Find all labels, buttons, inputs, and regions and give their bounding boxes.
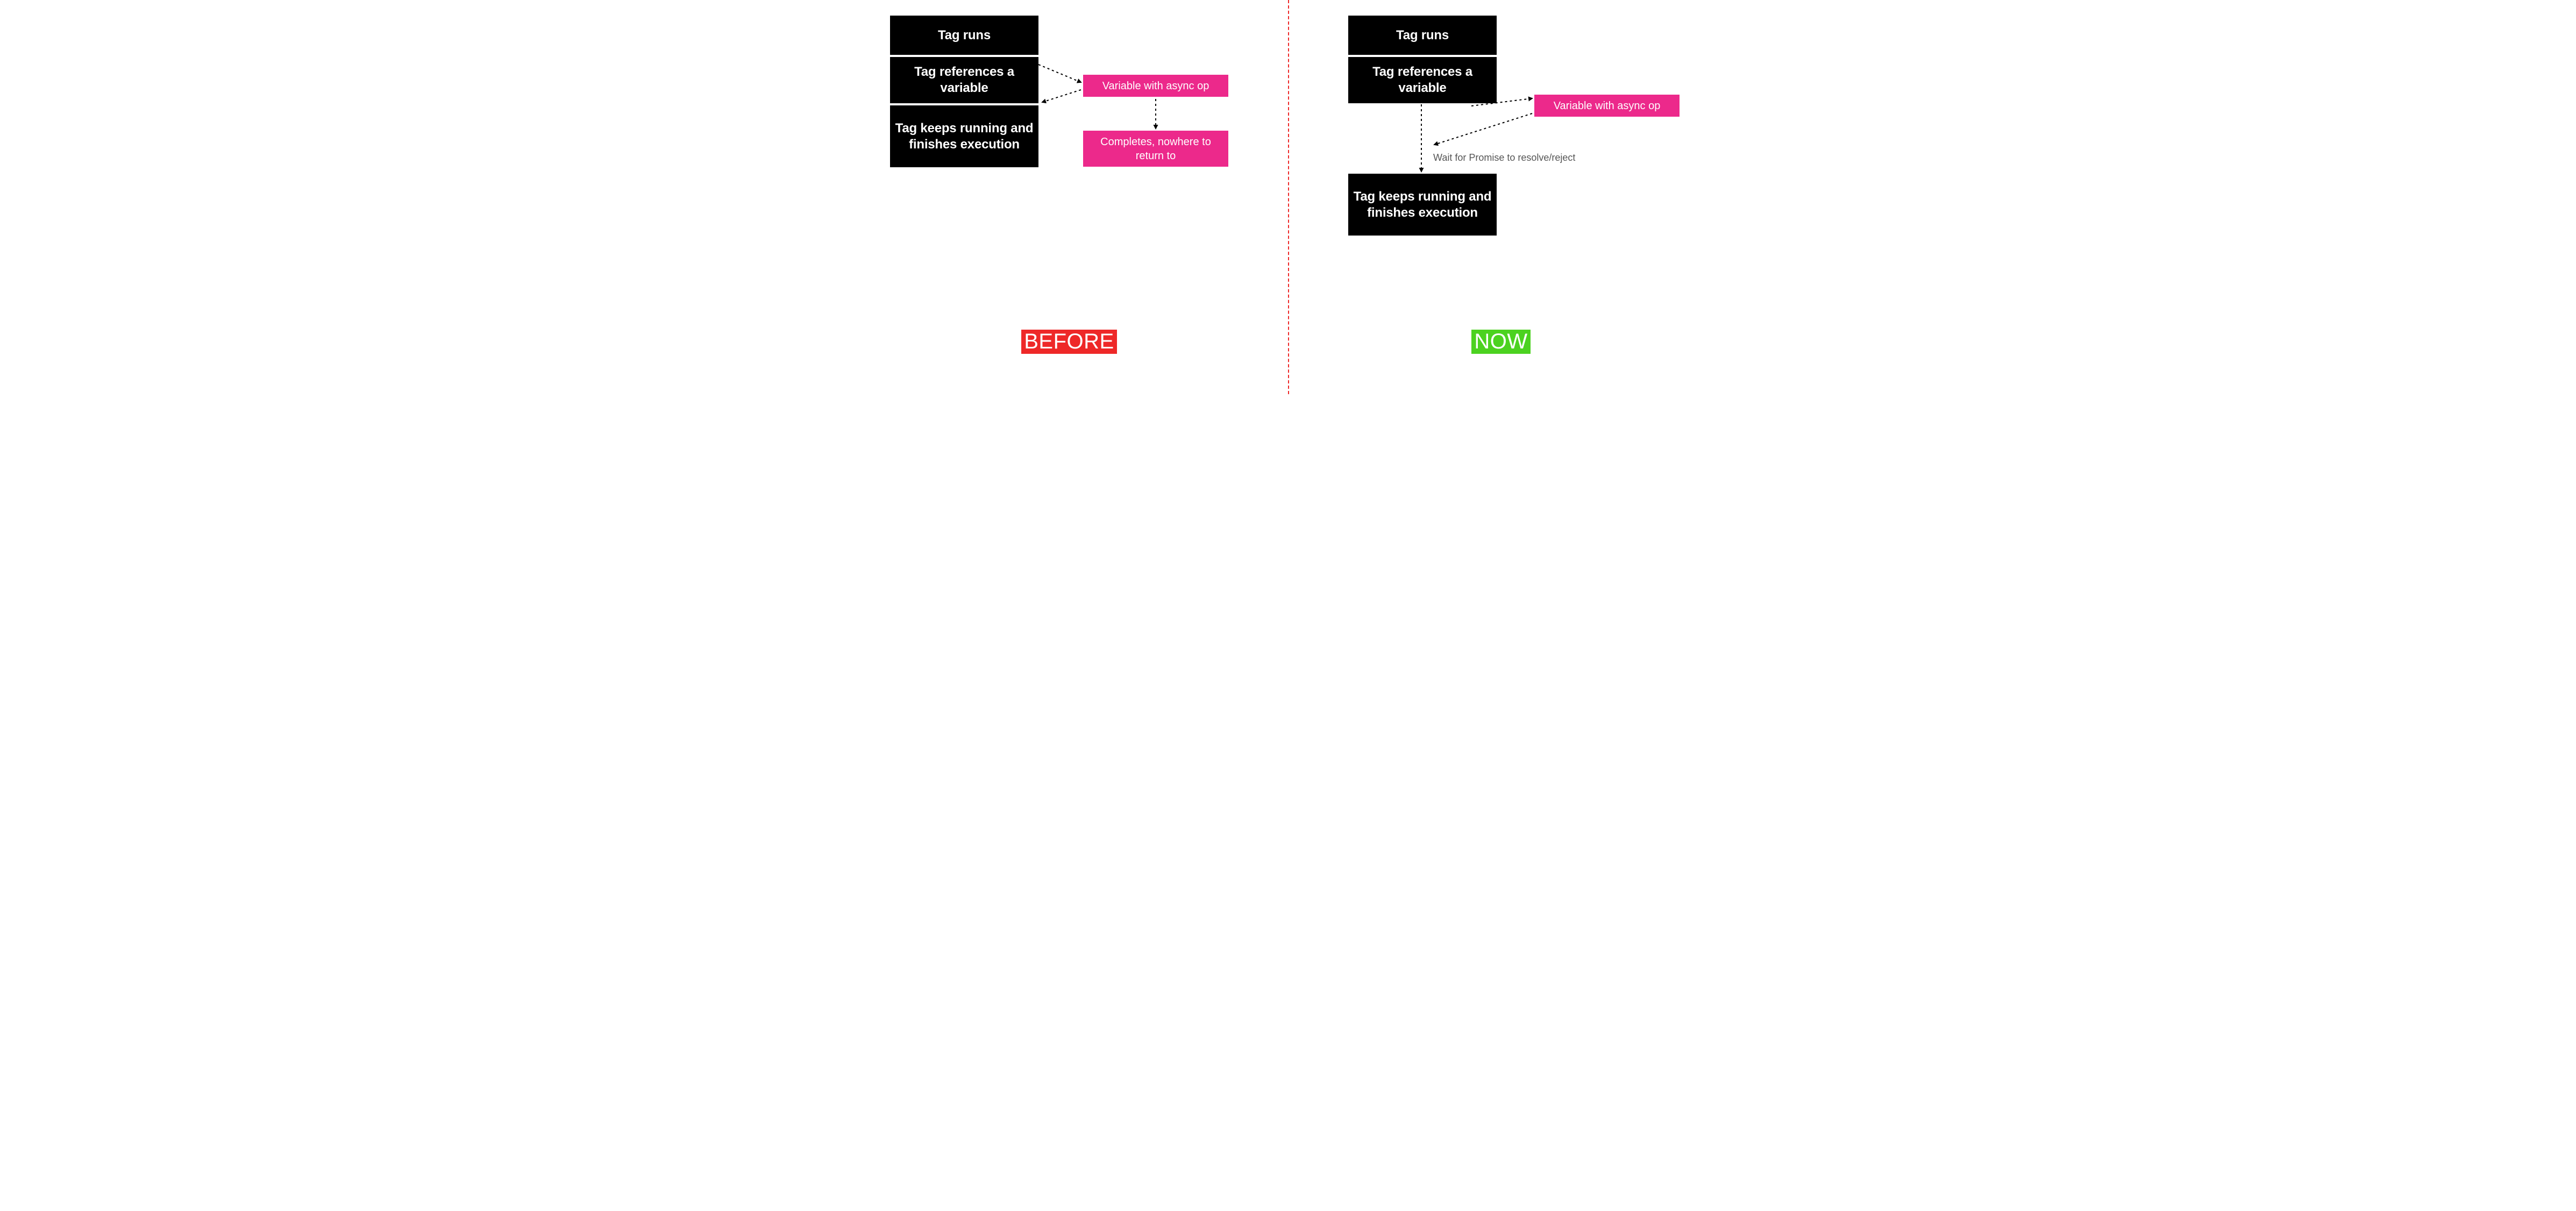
node-label: Tag runs — [938, 27, 991, 44]
edge-before-refs-to-async — [1038, 65, 1081, 82]
before-node-var-async: Variable with async op — [1083, 75, 1228, 97]
now-badge: NOW — [1471, 330, 1531, 354]
node-label: Tag keeps running and finishes execution — [894, 120, 1034, 153]
node-label: Tag keeps running and finishes execution — [1353, 189, 1492, 221]
before-node-tag-runs: Tag runs — [890, 16, 1038, 55]
edge-now-async-to-wait — [1434, 113, 1532, 145]
edge-before-async-to-refs — [1042, 90, 1081, 102]
badge-label: BEFORE — [1024, 330, 1114, 354]
node-label: Tag runs — [1396, 27, 1449, 44]
before-badge: BEFORE — [1021, 330, 1117, 354]
node-label: Variable with async op — [1102, 79, 1209, 93]
node-label: Completes, nowhere to return to — [1087, 135, 1224, 163]
now-note-wait-promise: Wait for Promise to resolve/reject — [1433, 152, 1575, 163]
now-node-var-async: Variable with async op — [1534, 95, 1680, 117]
vertical-divider — [1288, 0, 1289, 394]
diagram-canvas: Tag runs Tag references a variable Tag k… — [869, 0, 1707, 394]
before-node-completes: Completes, nowhere to return to — [1083, 131, 1228, 167]
node-label: Variable with async op — [1554, 99, 1661, 113]
now-node-tag-runs: Tag runs — [1348, 16, 1497, 55]
badge-label: NOW — [1474, 330, 1527, 354]
before-node-tag-keeps: Tag keeps running and finishes execution — [890, 105, 1038, 167]
now-node-tag-keeps: Tag keeps running and finishes execution — [1348, 174, 1497, 236]
now-node-tag-refs: Tag references a variable — [1348, 57, 1497, 103]
note-text: Wait for Promise to resolve/reject — [1433, 152, 1575, 163]
node-label: Tag references a variable — [894, 64, 1034, 96]
before-node-tag-refs: Tag references a variable — [890, 57, 1038, 103]
node-label: Tag references a variable — [1353, 64, 1492, 96]
